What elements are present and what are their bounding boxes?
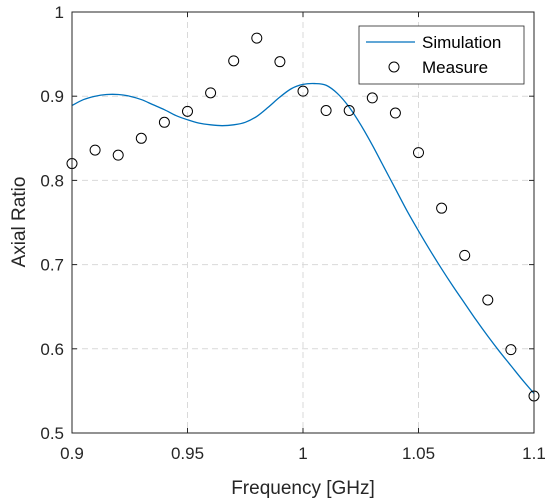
y-tick-labels: 0.5 0.6 0.7 0.8 0.9 1 (40, 3, 64, 443)
measure-point (389, 107, 401, 119)
measure-point (320, 105, 332, 117)
simulation-series (71, 82, 535, 394)
measure-point (297, 85, 309, 97)
y-tick-label: 0.7 (40, 256, 64, 275)
measure-point (182, 105, 193, 117)
legend: Simulation Measure (358, 25, 525, 85)
x-tick-label: 1.1 (522, 444, 546, 463)
x-tick-label: 1 (298, 444, 307, 463)
measure-point (228, 55, 240, 67)
legend-simulation-label: Simulation (422, 33, 501, 52)
y-axis-title: Axial Ratio (9, 177, 30, 268)
measure-point (135, 132, 147, 144)
legend-measure-label: Measure (422, 58, 488, 77)
measure-point (413, 147, 424, 159)
measure-point (482, 294, 494, 306)
x-axis-title: Frequency [GHz] (231, 478, 375, 499)
measure-point (505, 344, 517, 356)
x-tick-labels: 0.9 0.95 1 1.05 1.1 (60, 444, 546, 463)
measure-point (343, 105, 355, 117)
legend-box (358, 25, 525, 85)
y-tick-label: 0.6 (40, 340, 64, 359)
axis-ticks (71, 11, 535, 434)
measure-point (251, 32, 263, 44)
simulation-line (71, 82, 535, 394)
measure-point (112, 149, 124, 161)
measure-point (436, 202, 448, 214)
legend-measure-marker (388, 61, 400, 73)
measure-point (158, 116, 170, 128)
measure-point (459, 249, 471, 261)
y-tick-label: 1 (55, 3, 64, 22)
x-tick-label: 0.9 (60, 444, 84, 463)
y-tick-label: 0.8 (40, 171, 64, 190)
measure-point (274, 56, 286, 68)
measure-point (89, 144, 101, 156)
measure-point (366, 92, 378, 104)
x-tick-label: 0.95 (171, 444, 204, 463)
y-tick-label: 0.9 (40, 87, 64, 106)
y-tick-label: 0.5 (40, 424, 64, 443)
measure-series (66, 32, 540, 402)
measure-point (205, 87, 217, 99)
x-tick-label: 1.05 (402, 444, 435, 463)
